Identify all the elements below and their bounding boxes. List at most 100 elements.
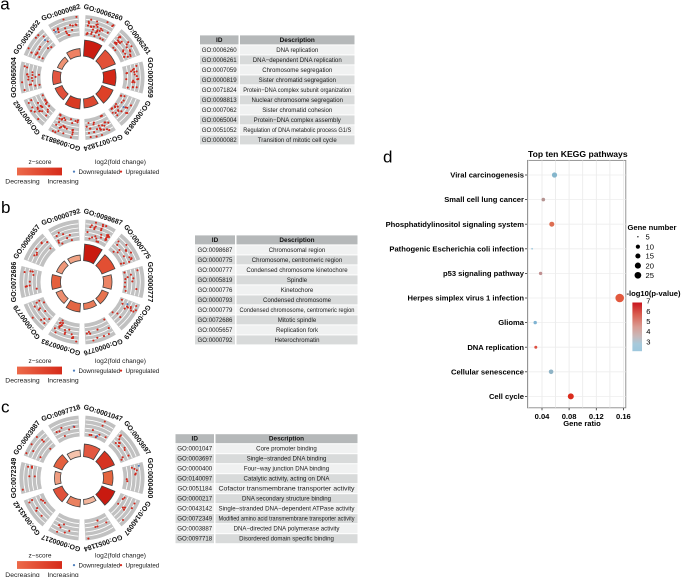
svg-text:log2(fold change): log2(fold change)	[95, 159, 146, 166]
svg-text:Core promoter binding: Core promoter binding	[256, 446, 317, 453]
svg-text:Herpes simplex virus 1 infecti: Herpes simplex virus 1 infection	[408, 294, 525, 303]
svg-text:DNA replication: DNA replication	[467, 343, 524, 352]
svg-text:GO:0000775: GO:0000775	[198, 257, 234, 264]
svg-text:GO:0000777: GO:0000777	[198, 267, 234, 274]
svg-text:Sister chromatid cohesion: Sister chromatid cohesion	[262, 107, 332, 114]
svg-text:Upregulated: Upregulated	[126, 169, 160, 176]
svg-text:GO:0006260: GO:0006260	[202, 47, 238, 54]
svg-text:GO:0007059: GO:0007059	[146, 57, 153, 98]
svg-text:GO:0006261: GO:0006261	[202, 57, 238, 64]
svg-text:Gene number: Gene number	[628, 223, 677, 232]
svg-text:p53 signaling pathway: p53 signaling pathway	[443, 269, 525, 278]
svg-text:GO:0000776: GO:0000776	[198, 287, 234, 294]
svg-text:Kinetochore: Kinetochore	[281, 287, 314, 294]
svg-text:ID: ID	[212, 237, 219, 244]
svg-text:Decreasing: Decreasing	[5, 378, 40, 385]
svg-text:GO:0000082: GO:0000082	[202, 137, 238, 144]
svg-text:DNA secondary structure bindin: DNA secondary structure binding	[242, 496, 331, 503]
svg-text:GO:0000400: GO:0000400	[177, 466, 213, 473]
svg-text:Downregulated: Downregulated	[79, 368, 121, 375]
svg-text:Description: Description	[279, 237, 314, 244]
svg-text:3: 3	[646, 337, 650, 346]
svg-text:7: 7	[646, 297, 650, 306]
svg-text:25: 25	[646, 271, 654, 280]
svg-text:20: 20	[646, 261, 654, 270]
svg-text:Pathogenic Escherichia coli in: Pathogenic Escherichia coli infection	[389, 244, 524, 253]
svg-text:log2(fold change): log2(fold change)	[95, 553, 146, 560]
svg-text:z−score: z−score	[29, 553, 52, 560]
svg-text:Glioma: Glioma	[498, 318, 525, 327]
svg-text:Modified amino acid transmembr: Modified amino acid transmembrane transp…	[219, 516, 356, 523]
svg-text:4: 4	[646, 327, 650, 336]
svg-text:Single−stranded DNA−dependent: Single−stranded DNA−dependent ATPase act…	[219, 506, 356, 513]
svg-text:Increasing: Increasing	[47, 378, 79, 385]
svg-text:Chromosomal region: Chromosomal region	[269, 247, 326, 254]
svg-text:Decreasing: Decreasing	[5, 179, 40, 186]
svg-text:GO:0000400: GO:0000400	[146, 458, 153, 499]
svg-text:Condensed chromosome: Condensed chromosome	[263, 297, 332, 304]
svg-text:GO:0005657: GO:0005657	[198, 327, 234, 334]
svg-text:d: d	[383, 148, 392, 167]
svg-text:10: 10	[646, 242, 654, 251]
svg-text:GO:0072686: GO:0072686	[11, 262, 18, 303]
svg-text:ID: ID	[192, 436, 199, 443]
svg-text:Protein−DNA complex subunit or: Protein−DNA complex subunit organization	[243, 87, 351, 94]
svg-text:0.04: 0.04	[535, 412, 551, 421]
svg-text:c: c	[1, 398, 10, 417]
svg-text:DNA−directed DNA polymerase ac: DNA−directed DNA polymerase activity	[234, 526, 341, 533]
svg-text:15: 15	[646, 252, 654, 261]
svg-text:GO:0003697: GO:0003697	[177, 456, 213, 463]
svg-text:GO:0065004: GO:0065004	[202, 117, 238, 124]
svg-text:GO:0097718: GO:0097718	[177, 536, 213, 543]
svg-text:GO:0140097: GO:0140097	[177, 476, 213, 483]
svg-text:GO:0005819: GO:0005819	[198, 277, 234, 284]
svg-text:GO:0051184: GO:0051184	[178, 486, 213, 493]
svg-text:Phosphatidylinositol signaling: Phosphatidylinositol signaling system	[386, 220, 525, 229]
svg-text:Decreasing: Decreasing	[5, 572, 40, 577]
svg-text:Downregulated: Downregulated	[79, 562, 121, 569]
svg-text:GO:0071824: GO:0071824	[202, 87, 238, 94]
svg-text:Transition of mitotic cell cyc: Transition of mitotic cell cycle	[258, 137, 338, 144]
svg-text:Top ten KEGG pathways: Top ten KEGG pathways	[528, 149, 628, 159]
svg-text:Condensed chromosome, centrome: Condensed chromosome, centromeric region	[240, 307, 355, 314]
svg-text:GO:0007062: GO:0007062	[202, 107, 238, 114]
svg-text:GO:0098687: GO:0098687	[198, 247, 234, 254]
svg-text:GO:0000793: GO:0000793	[198, 297, 234, 304]
svg-text:b: b	[1, 198, 10, 217]
svg-text:Spindle: Spindle	[287, 277, 308, 284]
svg-text:Four−way junction DNA binding: Four−way junction DNA binding	[244, 466, 329, 473]
svg-text:Small cell lung cancer: Small cell lung cancer	[444, 195, 524, 204]
svg-text:5: 5	[646, 317, 650, 326]
svg-text:z−score: z−score	[29, 358, 52, 365]
svg-text:a: a	[0, 0, 10, 13]
svg-text:GO:0000217: GO:0000217	[177, 496, 213, 503]
svg-text:Nuclear chromosome segregation: Nuclear chromosome segregation	[252, 97, 343, 104]
svg-text:Gene ratio: Gene ratio	[563, 419, 601, 428]
svg-text:Viral carcinogenesis: Viral carcinogenesis	[450, 171, 524, 180]
svg-text:Regulation of DNA metabolic pr: Regulation of DNA metabolic process G1/S	[243, 127, 351, 134]
svg-text:Chromosome, centromeric region: Chromosome, centromeric region	[252, 257, 342, 264]
svg-text:GO:0000779: GO:0000779	[198, 307, 234, 314]
svg-text:GO:0000792: GO:0000792	[198, 337, 234, 344]
svg-text:z−score: z−score	[29, 159, 52, 166]
svg-text:DNA−dependent DNA replication: DNA−dependent DNA replication	[253, 57, 342, 64]
svg-text:0.08: 0.08	[562, 412, 577, 421]
svg-text:Protein−DNA complex assembly: Protein−DNA complex assembly	[254, 117, 342, 124]
svg-text:GO:0000777: GO:0000777	[146, 262, 153, 303]
svg-text:GO:0007059: GO:0007059	[202, 67, 238, 74]
svg-text:DNA replication: DNA replication	[276, 47, 318, 54]
svg-text:GO:0072349: GO:0072349	[11, 458, 18, 499]
svg-text:log2(fold change): log2(fold change)	[95, 358, 146, 365]
svg-text:Chromosome segregation: Chromosome segregation	[262, 67, 332, 74]
svg-text:GO:0000819: GO:0000819	[202, 77, 238, 84]
svg-text:GO:0072686: GO:0072686	[198, 317, 234, 324]
svg-text:6: 6	[646, 307, 650, 316]
svg-text:-log10(p-value): -log10(p-value)	[627, 289, 681, 298]
svg-text:Catalytic activity, acting on: Catalytic activity, acting on DNA	[244, 476, 331, 483]
svg-text:GO:0001047: GO:0001047	[177, 446, 213, 453]
svg-text:Downregulated: Downregulated	[79, 169, 121, 176]
svg-text:GO:0098813: GO:0098813	[202, 97, 238, 104]
svg-text:Disordered domain specific bin: Disordered domain specific binding	[239, 536, 334, 543]
svg-text:Cell cycle: Cell cycle	[489, 392, 524, 401]
svg-text:Mitotic spindle: Mitotic spindle	[278, 317, 317, 324]
